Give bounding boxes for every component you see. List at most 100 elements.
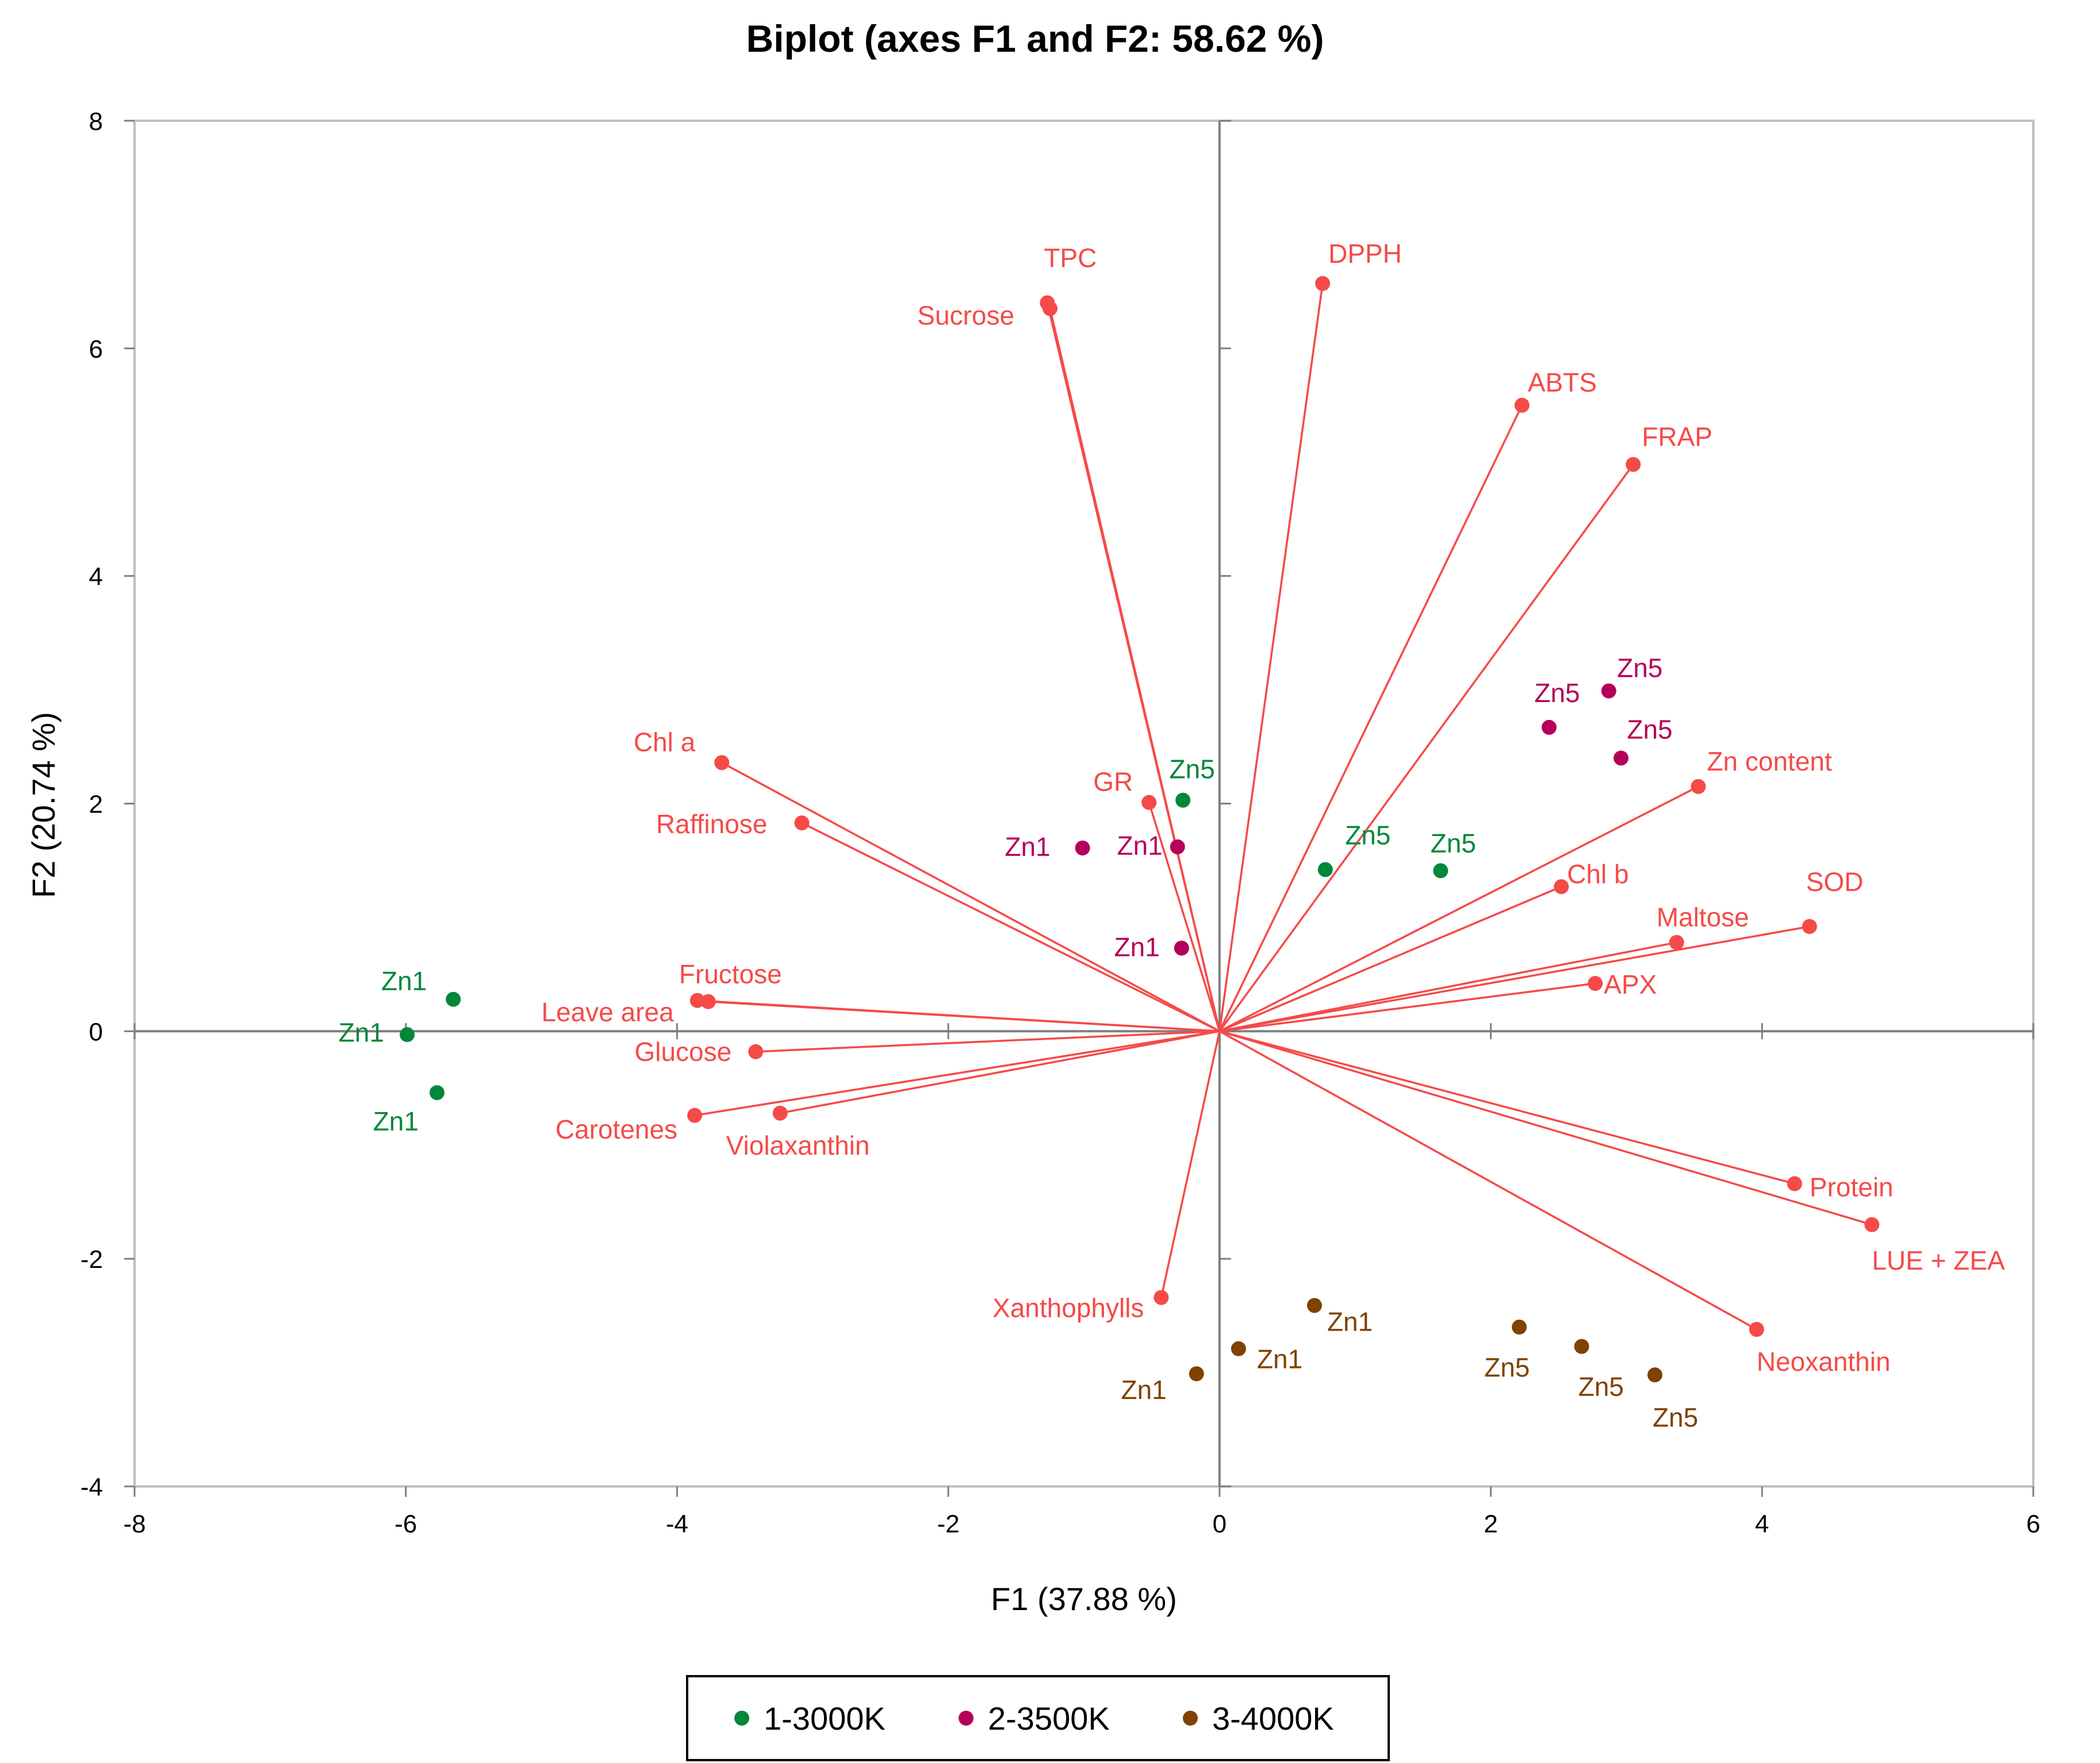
vector-tip-neoxanthin <box>1749 1321 1764 1337</box>
y-tick-label: 4 <box>89 563 103 591</box>
vector-tip-abts <box>1514 397 1530 413</box>
observation-label: Zn5 <box>1170 754 1215 784</box>
vector-dpph <box>1218 283 1324 1032</box>
observation-point <box>1433 863 1448 879</box>
vector-xanthophylls <box>1160 1030 1221 1298</box>
vector-label-raffinose: Raffinose <box>656 809 768 839</box>
plot-frame <box>133 120 2034 1488</box>
observation-point <box>1574 1339 1589 1354</box>
vector-tip-raffinose <box>794 815 810 831</box>
vector-violaxanthin <box>780 1030 1220 1114</box>
vector-tip-lue-zea <box>1864 1217 1880 1232</box>
vector-tip-sucrose <box>1043 301 1058 316</box>
x-tick-label: 0 <box>1213 1510 1227 1538</box>
observation-label: Zn5 <box>1484 1352 1530 1382</box>
observation-label: Zn5 <box>1617 653 1662 683</box>
vector-tip-gr <box>1141 795 1157 810</box>
x-tick-label: 2 <box>1484 1510 1497 1538</box>
vector-label-gr: GR <box>1093 767 1133 797</box>
vector-label-apx: APX <box>1604 969 1657 999</box>
observation-point <box>400 1027 415 1043</box>
vector-abts <box>1218 405 1523 1032</box>
vector-tip-glucose <box>748 1044 764 1059</box>
observation-label: Zn1 <box>339 1017 384 1047</box>
vector-tip-xanthophylls <box>1154 1290 1169 1305</box>
observation-point <box>1231 1341 1246 1356</box>
legend-box <box>686 1675 1390 1761</box>
vector-tip-protein <box>1787 1176 1802 1191</box>
y-tick-label: 6 <box>89 335 103 363</box>
observation-point <box>1613 750 1628 766</box>
vector-label-frap: FRAP <box>1642 422 1712 452</box>
vector-label-sod: SOD <box>1806 867 1864 896</box>
observation-label: Zn5 <box>1534 678 1580 708</box>
observation-point <box>1189 1366 1204 1382</box>
vector-glucose <box>756 1030 1220 1053</box>
vector-label-xanthophylls: Xanthophylls <box>992 1293 1144 1323</box>
vector-tip-chl-b <box>1554 879 1569 894</box>
vector-tip-leave-area <box>700 994 716 1009</box>
x-tick-label: -8 <box>123 1510 145 1538</box>
vector-label-glucose: Glucose <box>634 1037 731 1067</box>
vector-tip-carotenes <box>687 1107 703 1123</box>
vector-tip-fructose <box>689 992 705 1008</box>
observation-label: Zn1 <box>1005 832 1050 862</box>
vector-raffinose <box>801 822 1220 1032</box>
x-tick-label: -4 <box>666 1510 688 1538</box>
vector-tip-sod <box>1802 919 1817 934</box>
observation-point <box>1647 1367 1662 1383</box>
y-tick-label: 8 <box>89 108 103 136</box>
y-tick-label: -2 <box>81 1245 103 1274</box>
observation-point <box>446 991 461 1007</box>
y-axis-title: F2 (20.74 %) <box>25 712 62 898</box>
vector-label-maltose: Maltose <box>1657 902 1749 932</box>
legend-marker <box>959 1711 974 1726</box>
vector-tip-maltose <box>1669 934 1684 950</box>
observation-point <box>1175 792 1191 808</box>
observation-label: Zn1 <box>1327 1306 1373 1336</box>
x-tick-label: -6 <box>394 1510 417 1538</box>
observation-label: Zn1 <box>1121 1375 1166 1405</box>
vector-gr <box>1148 802 1221 1032</box>
vector-label-neoxanthin: Neoxanthin <box>1757 1347 1891 1377</box>
axes-layer: -8 -6 -4 -2 0 2 4 6 -4 -2 0 2 4 6 8 <box>81 108 2040 1538</box>
vector-apx <box>1219 982 1596 1033</box>
observation-point <box>1541 719 1557 735</box>
vector-neoxanthin <box>1219 1030 1757 1331</box>
vector-zn-content <box>1219 785 1699 1032</box>
vector-carotenes <box>694 1030 1220 1117</box>
vector-tip-frap <box>1626 457 1641 472</box>
vector-sucrose <box>1049 308 1221 1032</box>
vector-tip-dpph <box>1315 276 1331 292</box>
observation-point <box>1512 1319 1527 1335</box>
vector-tip-violaxanthin <box>772 1105 788 1121</box>
vector-label-dpph: DPPH <box>1328 239 1402 269</box>
observation-point <box>1317 862 1333 877</box>
x-tick-label: 4 <box>1755 1510 1769 1538</box>
observation-label: Zn1 <box>1117 831 1162 861</box>
vector-frap <box>1218 463 1634 1032</box>
variable-vectors: TPC Sucrose DPPH ABTS FRAP Chl a Raffinose GR Zn… <box>541 239 2005 1377</box>
vector-tip-apx <box>1588 976 1603 991</box>
vector-sod <box>1219 925 1810 1033</box>
vector-label-carotenes: Carotenes <box>555 1114 677 1144</box>
observation-label: Zn5 <box>1345 820 1390 850</box>
observation-point <box>1174 940 1189 956</box>
legend-marker <box>734 1711 749 1726</box>
vector-label-violaxanthin: Violaxanthin <box>726 1130 870 1160</box>
y-tick-label: -4 <box>81 1473 103 1501</box>
observation-point <box>1075 840 1090 856</box>
vector-label-chl-b: Chl b <box>1567 859 1628 889</box>
vector-label-protein: Protein <box>1810 1172 1894 1202</box>
observation-point <box>1170 839 1185 854</box>
vector-chl-a <box>721 761 1220 1032</box>
observation-label: Zn5 <box>1627 714 1672 744</box>
vector-label-lue-zea: LUE + ZEA <box>1872 1245 2005 1275</box>
vector-lue-zea <box>1219 1030 1872 1226</box>
vector-label-abts: ABTS <box>1528 367 1597 397</box>
vector-label-chl-a: Chl a <box>634 727 696 757</box>
legend-label: 3-4000K <box>1212 1700 1334 1737</box>
vector-label-zn-content: Zn content <box>1707 746 1832 776</box>
x-tick-label: 6 <box>2026 1510 2040 1538</box>
